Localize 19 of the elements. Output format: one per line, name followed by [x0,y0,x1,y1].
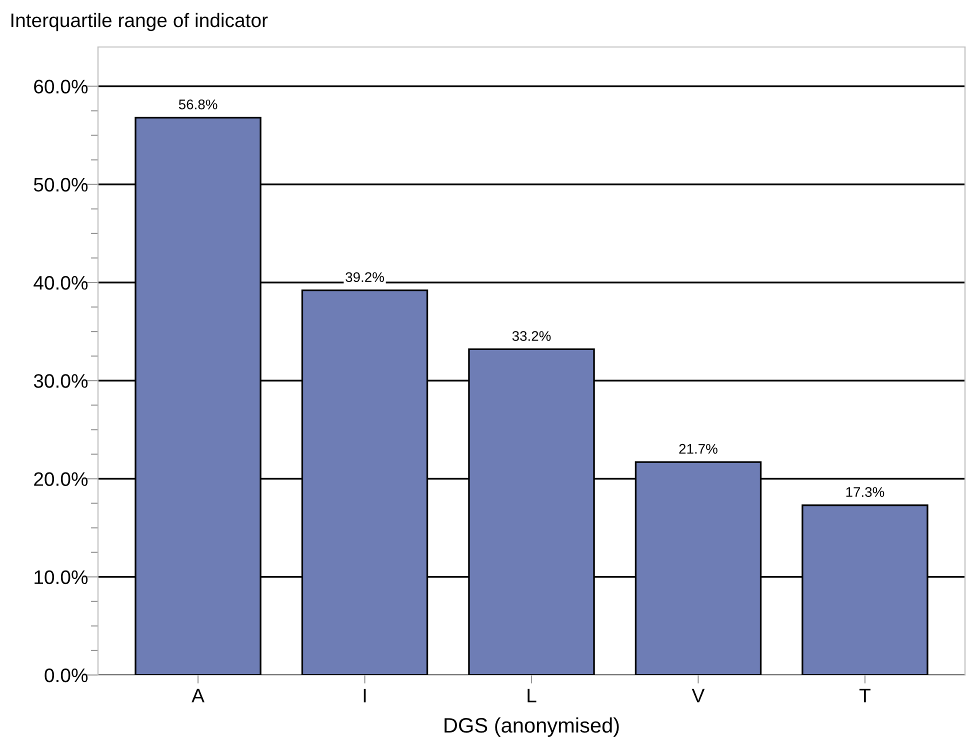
y-tick-label: 40.0% [34,276,88,290]
x-tick-label: V [692,688,705,702]
x-axis-title: DGS (anonymised) [444,717,619,737]
data-label: 33.2% [512,331,551,341]
x-tick-label: T [859,688,870,702]
y-tick-label: 20.0% [34,472,88,486]
x-tick-label: A [192,688,204,702]
y-tick-label: 30.0% [34,374,88,388]
data-label: 21.7% [679,444,718,454]
y-tick-label: 10.0% [34,570,88,584]
y-tick-label: 50.0% [34,178,88,192]
y-axis-title: Interquartile range of indicator [11,12,268,32]
y-tick-label: 0.0% [44,668,88,682]
data-label: 17.3% [846,487,884,497]
data-label: 56.8% [178,100,218,110]
data-label: 39.2% [346,272,384,282]
x-tick-label: I [364,688,366,702]
x-tick-label: L [528,688,536,702]
y-tick-label: 60.0% [34,80,88,94]
